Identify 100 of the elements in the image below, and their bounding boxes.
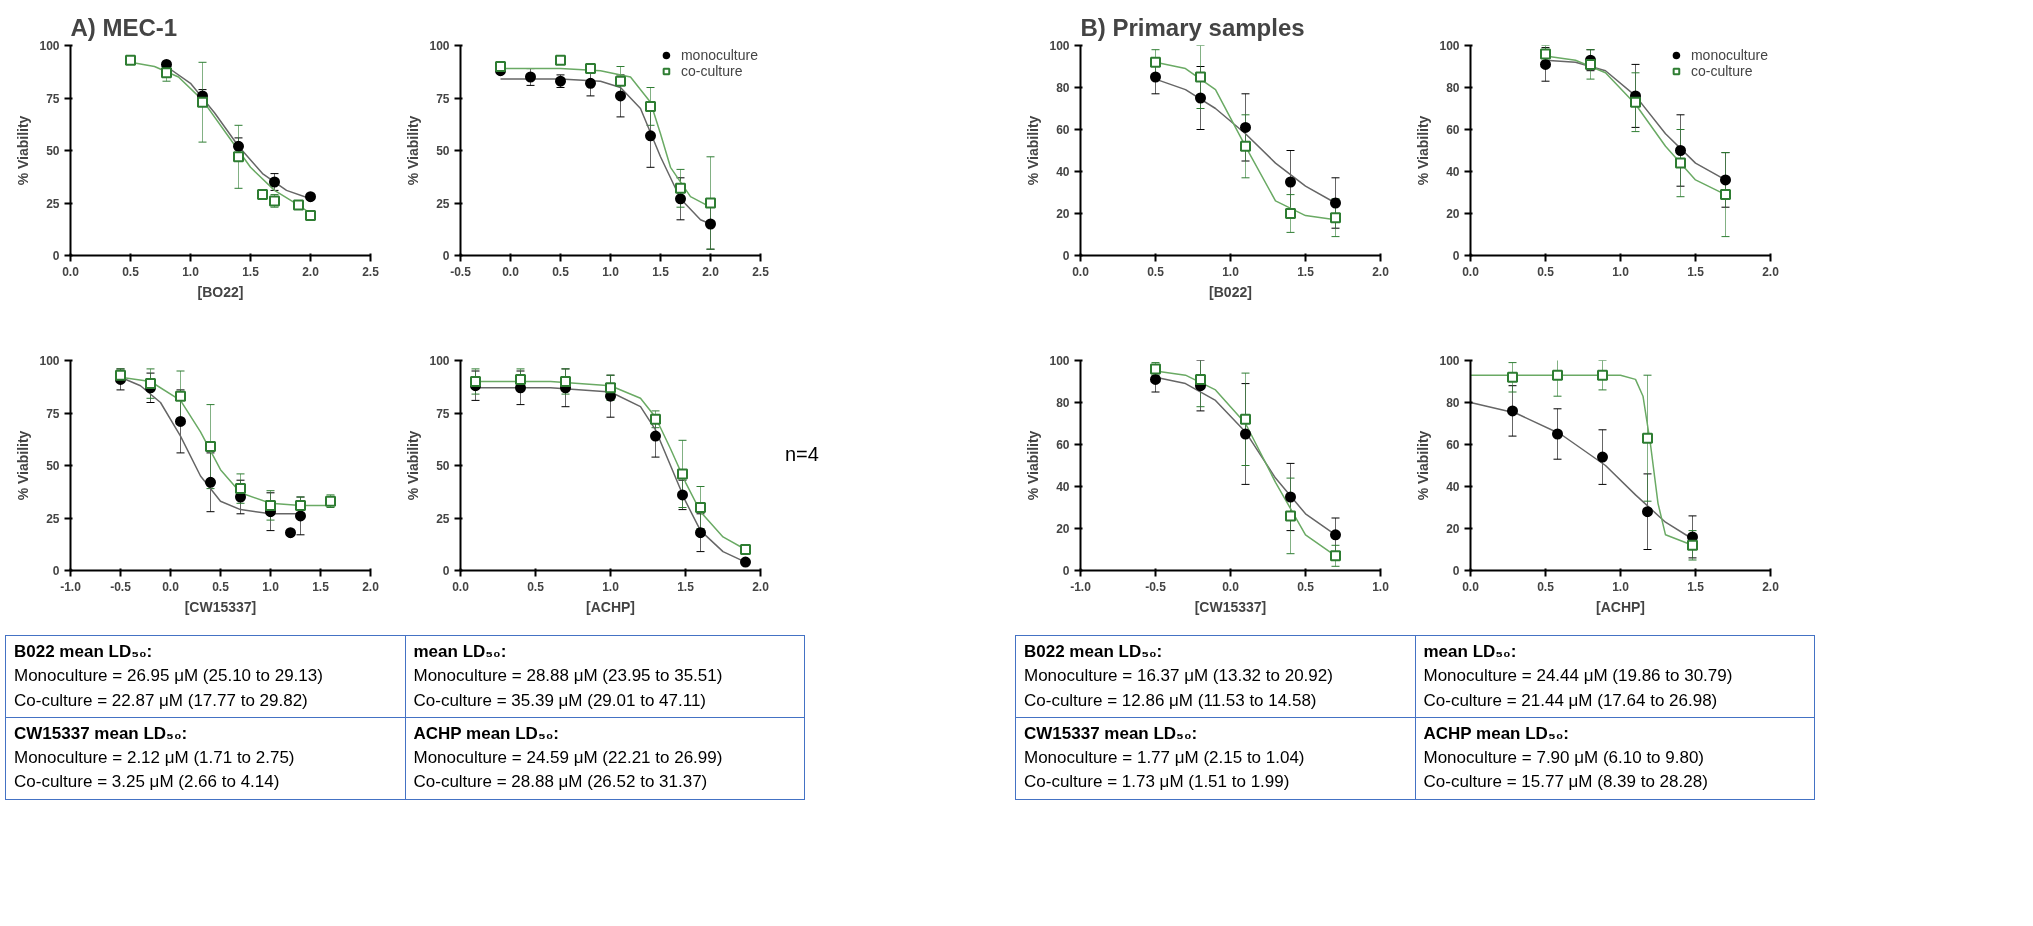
legend-label: monoculture	[680, 47, 758, 63]
x-tick-label: 0.5	[1537, 264, 1555, 279]
y-tick-label: 60	[1446, 438, 1460, 452]
y-tick-label: 40	[1446, 165, 1460, 179]
y-tick-label: 0	[52, 249, 60, 263]
text: Monoculture = 28.88 μM (23.95 to 35.51)	[413, 666, 723, 686]
y-tick-label: 0	[1062, 564, 1070, 578]
x-tick-label: 1.5	[242, 264, 260, 279]
x-tick-label: 2.0	[1762, 264, 1780, 279]
text: B022 mean LD₅₀:	[1024, 642, 1163, 661]
chart-title: B) Primary samples	[1080, 13, 1305, 41]
text: mean LD₅₀:	[413, 642, 507, 661]
y-axis-title: % Viability	[1025, 115, 1042, 186]
y-tick-label: 0	[442, 249, 450, 263]
x-tick-label: 0.0	[1072, 264, 1090, 279]
x-tick-label: 0.0	[1462, 579, 1480, 594]
x-tick-label: 2.0	[1372, 264, 1390, 279]
legend-label: co-culture	[1690, 63, 1753, 79]
x-tick-label: 2.0	[362, 579, 380, 594]
y-tick-label: 60	[1446, 123, 1460, 137]
y-tick-label: 20	[1056, 522, 1070, 536]
x-tick-label: 0.5	[527, 579, 545, 594]
text: mean LD₅₀:	[1423, 642, 1517, 661]
text: Monoculture = 2.12 μM (1.71 to 2.75)	[14, 748, 295, 768]
y-tick-label: 0	[1452, 249, 1460, 263]
x-tick-label: 2.0	[302, 264, 320, 279]
x-axis-title: [CW15337]	[1194, 598, 1267, 615]
x-tick-label: 0.5	[552, 264, 570, 279]
chart-title: A) MEC-1	[70, 13, 178, 41]
y-tick-label: 100	[1439, 39, 1460, 53]
x-tick-label: 1.0	[1612, 579, 1630, 594]
x-tick-label: 2.0	[702, 264, 720, 279]
text: Monoculture = 16.37 μM (13.32 to 20.92)	[1024, 666, 1333, 686]
y-axis-title: % Viability	[15, 115, 32, 186]
y-tick-label: 80	[1056, 396, 1070, 410]
y-tick-label: 25	[46, 511, 60, 526]
y-tick-label: 75	[46, 406, 60, 421]
text: Co-culture = 35.39 μM (29.01 to 47.11)	[413, 690, 707, 710]
text: Co-culture = 28.88 μM (26.52 to 31.37)	[413, 772, 708, 792]
y-tick-label: 75	[46, 91, 60, 106]
x-tick-label: 2.0	[1762, 579, 1780, 594]
x-axis-title: [ACHP]	[1596, 598, 1645, 615]
text: Co-culture = 1.73 μM (1.51 to 1.99)	[1024, 772, 1290, 792]
text: n=4	[785, 442, 819, 467]
x-tick-label: 1.0	[1372, 579, 1390, 594]
y-tick-label: 100	[39, 354, 60, 368]
y-tick-label: 100	[1049, 39, 1070, 53]
x-tick-label: 0.0	[502, 264, 520, 279]
x-tick-label: 1.5	[312, 579, 330, 594]
x-tick-label: 1.0	[1612, 264, 1630, 279]
y-tick-label: 0	[52, 564, 60, 578]
y-tick-label: 80	[1446, 81, 1460, 95]
text: ACHP mean LD₅₀:	[413, 723, 559, 743]
y-axis-title: % Viability	[405, 115, 422, 186]
y-tick-label: 80	[1056, 81, 1070, 95]
x-axis-title: [CW15337]	[184, 598, 257, 615]
x-tick-label: 1.5	[1687, 264, 1705, 279]
x-tick-label: 1.5	[652, 264, 670, 279]
text: Monoculture = 24.59 μM (22.21 to 26.99)	[413, 748, 723, 768]
x-tick-label: 0.0	[452, 579, 470, 594]
text: Co-culture = 22.87 μM (17.77 to 29.82)	[14, 690, 308, 710]
x-axis-title: [BO22]	[197, 283, 244, 300]
y-tick-label: 20	[1446, 207, 1460, 221]
y-tick-label: 0	[1062, 249, 1070, 263]
legend-label: monoculture	[1690, 47, 1768, 63]
text: CW15337 mean LD₅₀:	[14, 723, 188, 743]
text: Monoculture = 26.95 μM (25.10 to 29.13)	[14, 666, 323, 686]
y-tick-label: 100	[39, 39, 60, 53]
x-tick-label: 0.5	[212, 579, 230, 594]
x-tick-label: 1.5	[1687, 579, 1705, 594]
text: Co-culture = 3.25 μM (2.66 to 4.14)	[14, 772, 280, 792]
y-tick-label: 75	[436, 406, 450, 421]
x-tick-label: 0.0	[1222, 579, 1240, 594]
y-tick-label: 100	[1049, 354, 1070, 368]
y-axis-title: % Viability	[405, 430, 422, 501]
x-tick-label: 2.5	[362, 264, 380, 279]
y-tick-label: 40	[1446, 480, 1460, 494]
x-tick-label: 0.5	[1297, 579, 1315, 594]
y-tick-label: 50	[436, 144, 450, 158]
y-axis-title: % Viability	[1025, 430, 1042, 501]
y-tick-label: 25	[46, 196, 60, 211]
y-tick-label: 0	[442, 564, 450, 578]
x-tick-label: 0.0	[62, 264, 80, 279]
y-tick-label: 100	[429, 39, 450, 53]
x-tick-label: 1.0	[182, 264, 200, 279]
x-tick-label: 0.0	[1462, 264, 1480, 279]
text: Co-culture = 12.86 μM (11.53 to 14.58)	[1024, 690, 1317, 710]
y-tick-label: 100	[429, 354, 450, 368]
y-tick-label: 40	[1056, 165, 1070, 179]
y-tick-label: 50	[436, 459, 450, 473]
x-tick-label: 1.5	[677, 579, 695, 594]
x-tick-label: 0.5	[1537, 579, 1555, 594]
y-tick-label: 80	[1446, 396, 1460, 410]
x-tick-label: 1.0	[602, 579, 620, 594]
y-tick-label: 100	[1439, 354, 1460, 368]
x-tick-label: -0.5	[1145, 579, 1167, 594]
x-tick-label: -0.5	[450, 264, 472, 279]
x-tick-label: -1.0	[60, 579, 82, 594]
text: Monoculture = 24.44 μM (19.86 to 30.79)	[1423, 666, 1733, 686]
y-tick-label: 60	[1056, 123, 1070, 137]
